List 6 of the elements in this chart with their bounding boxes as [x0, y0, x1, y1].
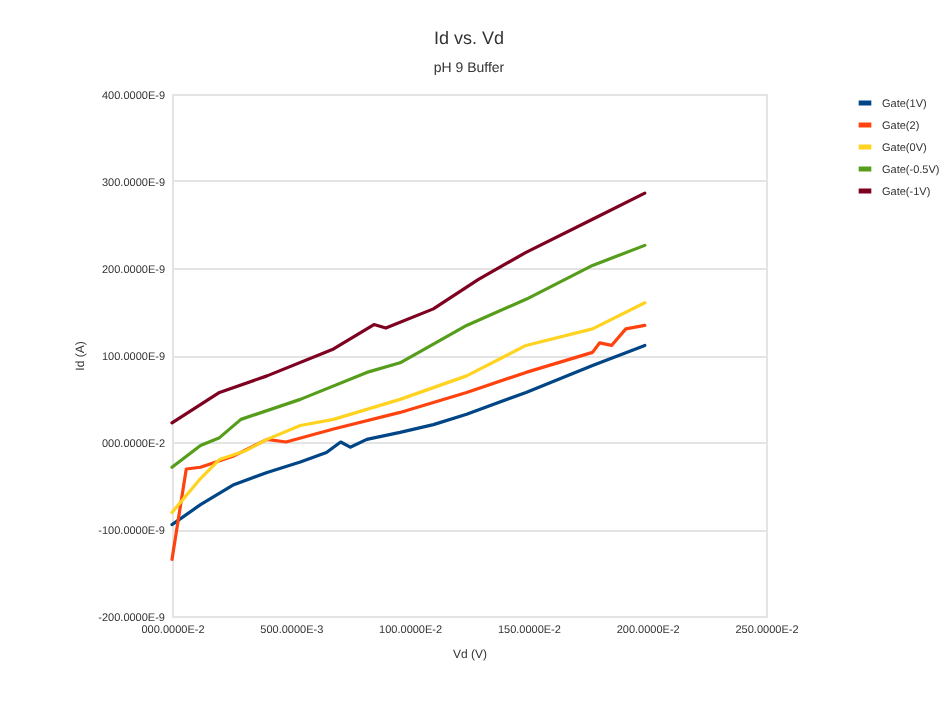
line-series [170, 243, 647, 469]
line-series [170, 301, 647, 515]
line-series [170, 323, 647, 562]
line-series [170, 191, 647, 425]
chart-title: Id vs. Vd [433, 28, 505, 48]
line-series [170, 343, 647, 527]
